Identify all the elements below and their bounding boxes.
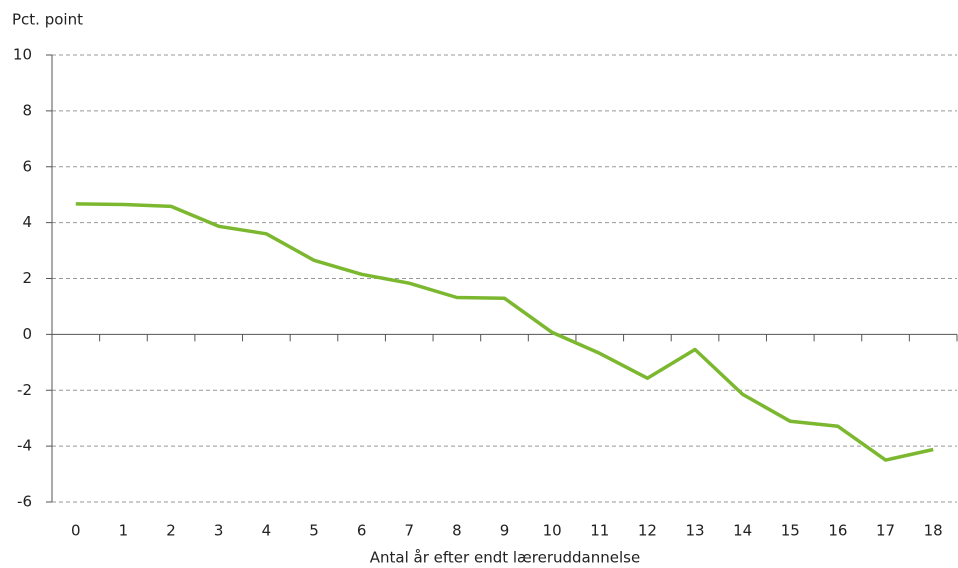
- x-tick-label: 7: [404, 522, 414, 540]
- x-tick-label: 15: [781, 522, 800, 540]
- y-tick-label: 2: [22, 269, 32, 287]
- y-tick-label: 8: [22, 101, 32, 119]
- x-tick-label: 17: [876, 522, 895, 540]
- x-tick-label: 18: [924, 522, 943, 540]
- data-line: [75, 202, 934, 462]
- y-tick-label: 4: [22, 213, 32, 231]
- x-tick-label: 10: [543, 522, 562, 540]
- x-tick-label: 1: [119, 522, 129, 540]
- x-tick-label: 4: [262, 522, 272, 540]
- x-tick-label: 8: [452, 522, 462, 540]
- x-tick-label: 13: [685, 522, 704, 540]
- y-tick-label: 6: [22, 157, 32, 175]
- y-tick-label: -6: [17, 493, 32, 511]
- x-tick-label: 5: [309, 522, 319, 540]
- x-tick-label: 16: [828, 522, 847, 540]
- x-tick-label: 12: [638, 522, 657, 540]
- x-tick-label: 9: [500, 522, 510, 540]
- y-tick-label: 10: [13, 46, 32, 64]
- x-tick-label: 2: [166, 522, 176, 540]
- x-axis-label: Antal år efter endt læreruddannelse: [370, 549, 640, 567]
- x-tick-label: 11: [590, 522, 609, 540]
- y-tick-label: 0: [22, 325, 32, 343]
- x-tick-label: 14: [733, 522, 752, 540]
- y-tick-label: -4: [17, 437, 32, 455]
- x-tick-label: 0: [71, 522, 81, 540]
- x-tick-label: 3: [214, 522, 224, 540]
- x-tick-label: 6: [357, 522, 367, 540]
- y-axis-label: Pct. point: [12, 11, 83, 29]
- y-tick-label: -2: [17, 381, 32, 399]
